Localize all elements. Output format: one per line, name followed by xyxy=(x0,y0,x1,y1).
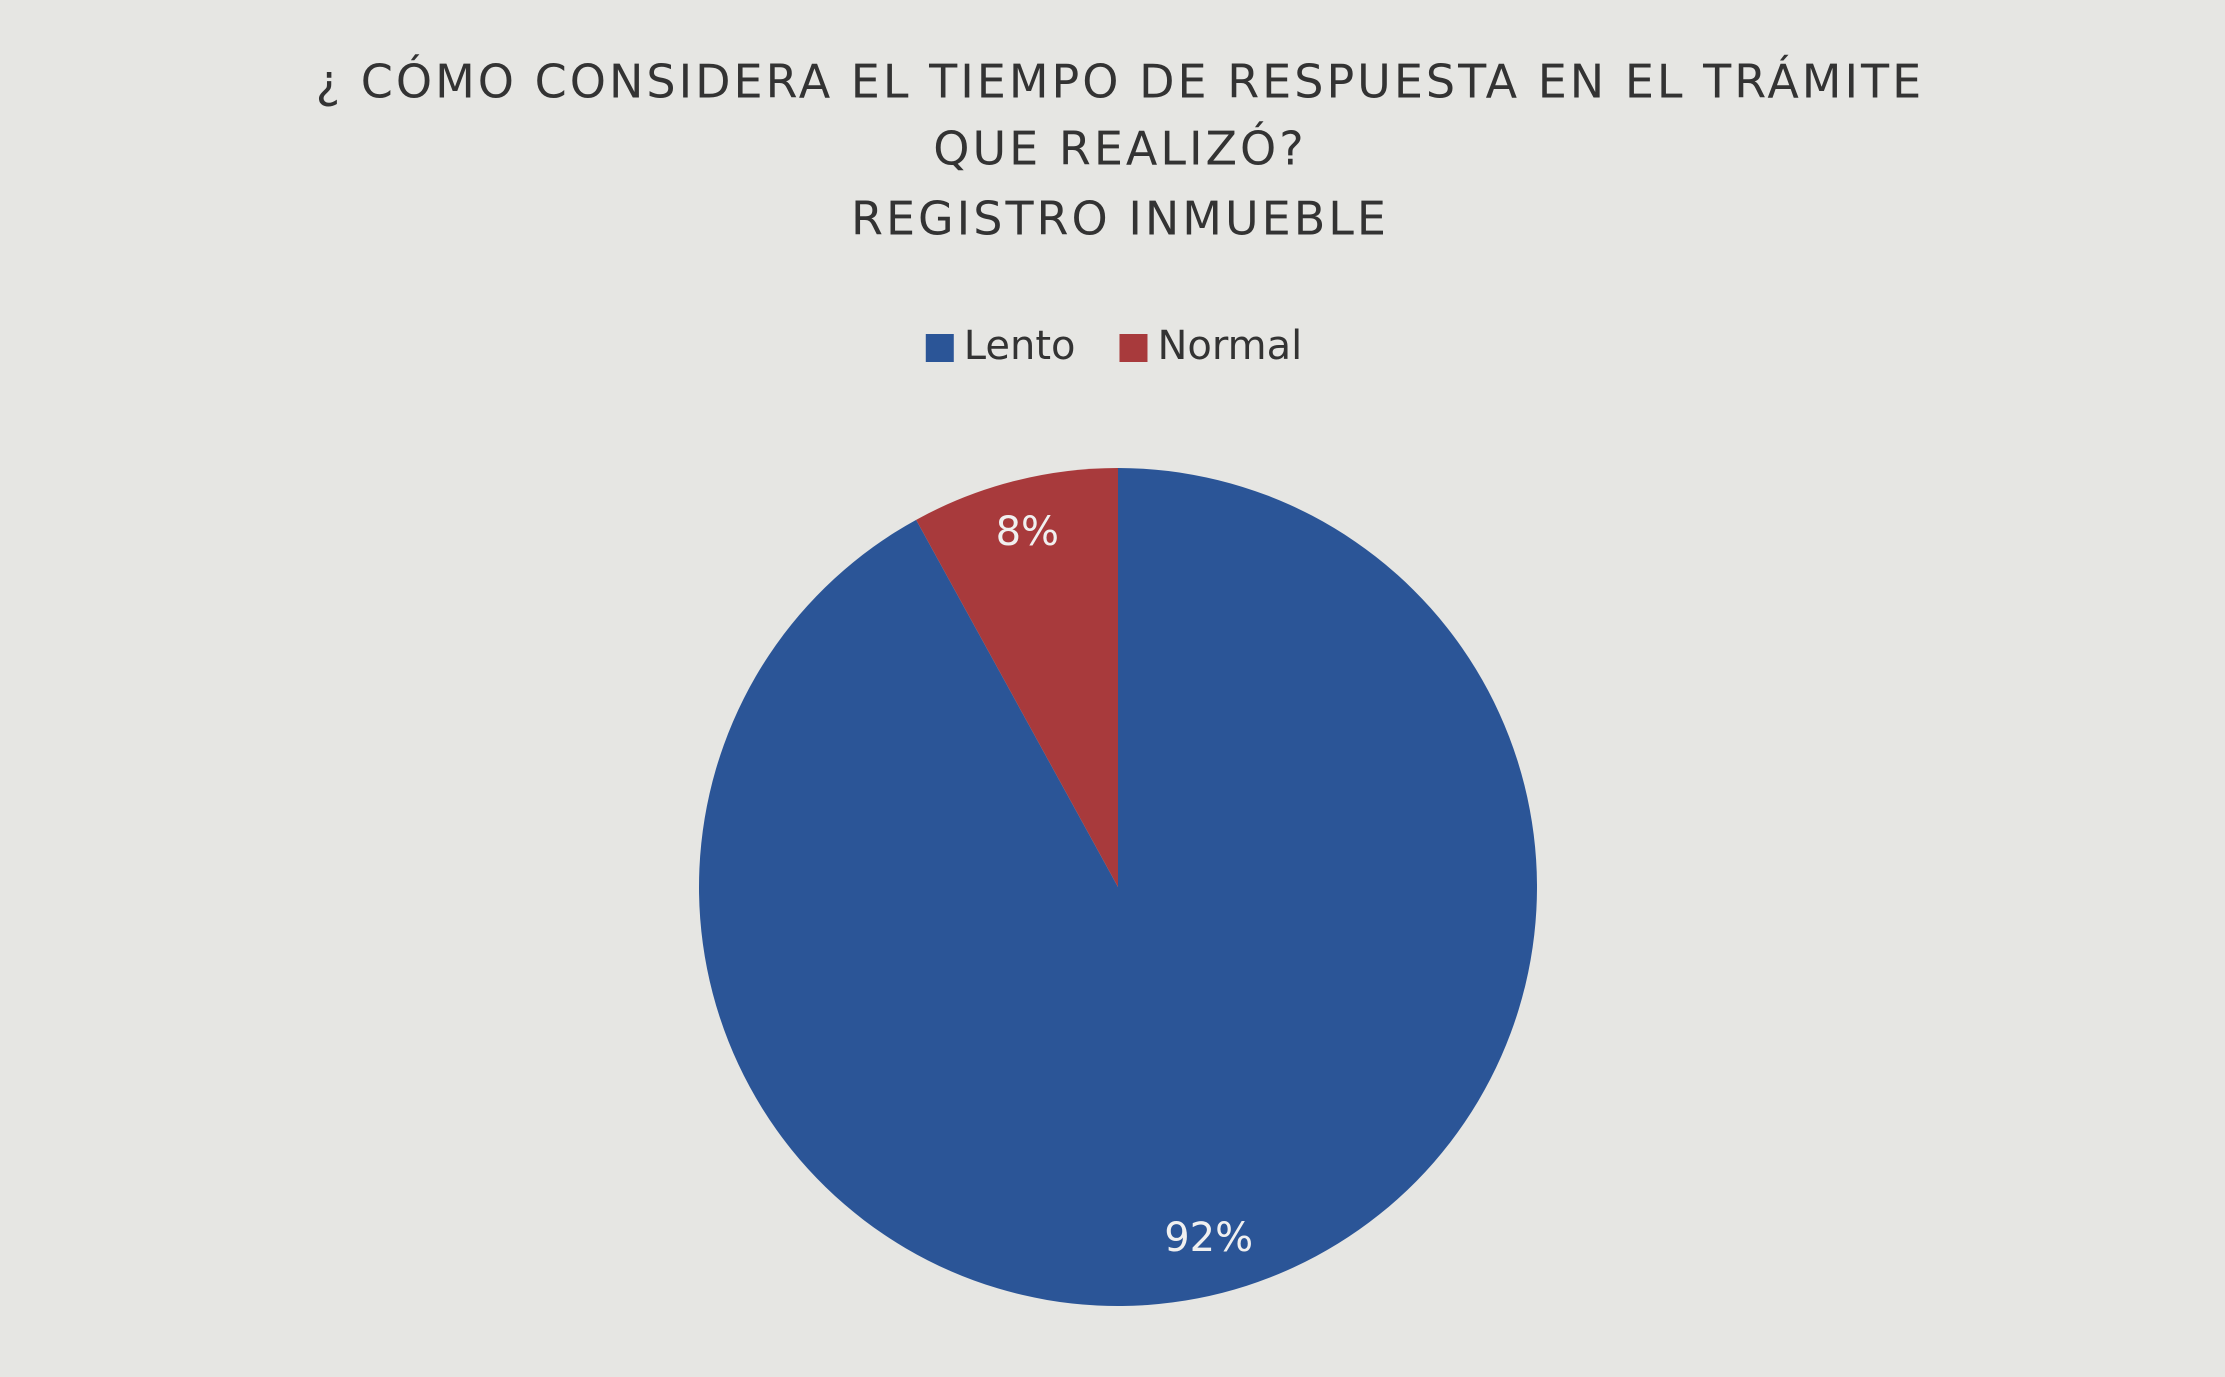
data-label: 92% xyxy=(1164,1215,1253,1261)
chart-subtitle: REGISTRO INMUEBLE xyxy=(851,192,1389,246)
pie-slice xyxy=(916,468,1118,887)
legend-label: Normal xyxy=(1157,323,1302,369)
legend-swatch xyxy=(1119,334,1148,362)
legend-label: Lento xyxy=(964,323,1076,369)
chart-title: ¿ CÓMO CONSIDERA EL TIEMPO DE RESPUESTA … xyxy=(316,55,1924,109)
legend-swatch xyxy=(925,334,954,362)
chart-title: QUE REALIZÓ? xyxy=(933,122,1306,176)
data-label: 8% xyxy=(996,509,1059,555)
